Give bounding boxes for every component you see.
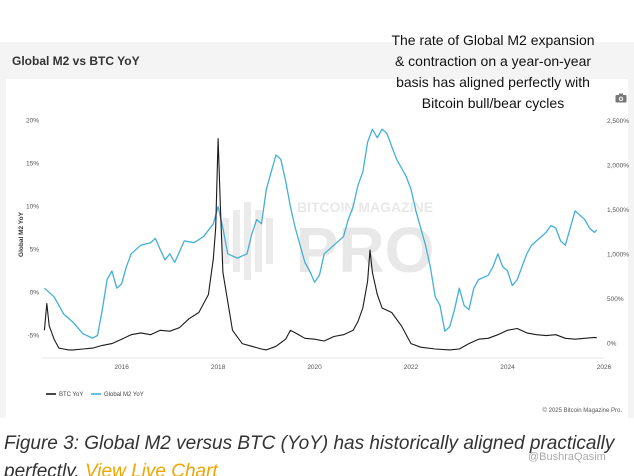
y-left-tick-label: 20% — [26, 118, 39, 125]
watermark: BITCOIN MAGAZINE PRO — [222, 199, 434, 286]
y-left-tick-label: 10% — [26, 204, 39, 211]
y-right-tick-label: 2,000% — [607, 162, 629, 169]
chart-title-bar: Global M2 vs BTC YoY — [0, 42, 634, 78]
x-tick-label: 2026 — [597, 364, 612, 371]
annotation-line: & contraction on a year-on-year — [394, 53, 592, 69]
watermark-main-text: PRO — [296, 214, 435, 286]
y-right-tick-label: 0% — [607, 341, 617, 348]
axes: 2016 2018 2020 2022 2024 2026 -5% 0% 5% 10% 15% 20%… — [18, 118, 629, 371]
annotation-box: The rate of Global M2 expansion & contra… — [370, 30, 616, 114]
btc-yoy-series-line — [43, 138, 597, 351]
series-layer — [43, 128, 598, 351]
copyright-text: © 2025 Bitcoin Magazine Pro. — [543, 407, 623, 414]
x-tick-label: 2018 — [211, 364, 226, 371]
y-left-axis-title: Global M2 YoY — [18, 211, 25, 257]
y-right-tick-label: 1,000% — [607, 252, 629, 259]
author-credit: @BushraQasim — [528, 451, 606, 463]
annotation-line: Bitcoin bull/bear cycles — [421, 95, 565, 111]
watermark-logo-icon — [222, 202, 273, 280]
x-tick-label: 2022 — [404, 364, 419, 371]
y-left-tick-label: -5% — [27, 333, 39, 340]
y-right-tick-label: 1,500% — [607, 207, 629, 214]
annotation-line: The rate of Global M2 expansion — [391, 32, 595, 48]
y-left-tick-label: 5% — [30, 247, 40, 254]
btc-legend-label: BTC YoY — [59, 392, 83, 398]
y-left-tick-label: 0% — [30, 290, 40, 297]
x-tick-label: 2020 — [307, 364, 322, 371]
annotation-line: basis has aligned perfectly with — [396, 74, 590, 90]
chart-card: Global M2 vs BTC YoY — [0, 42, 634, 418]
plot-panel — [6, 79, 628, 418]
y-right-tick-label: 500% — [607, 296, 624, 303]
watermark-top-text: BITCOIN MAGAZINE — [297, 199, 433, 215]
x-tick-label: 2016 — [114, 364, 129, 371]
figure-caption: Figure 3: Global M2 versus BTC (YoY) has… — [4, 430, 634, 476]
legend: BTC YoY Global M2 YoY — [46, 392, 144, 398]
y-right-tick-label: 2,500% — [607, 118, 629, 125]
chart-title: Global M2 vs BTC YoY — [12, 54, 140, 68]
caption-text: Figure 3: Global M2 versus BTC (YoY) has… — [4, 433, 615, 476]
camera-icon[interactable] — [615, 93, 627, 103]
y-left-tick-label: 15% — [26, 161, 39, 168]
global-m2-yoy-series-line — [43, 128, 598, 339]
x-tick-label: 2024 — [500, 364, 515, 371]
m2-legend-label: Global M2 YoY — [104, 392, 144, 398]
view-live-chart-link[interactable]: View Live Chart — [84, 461, 218, 476]
